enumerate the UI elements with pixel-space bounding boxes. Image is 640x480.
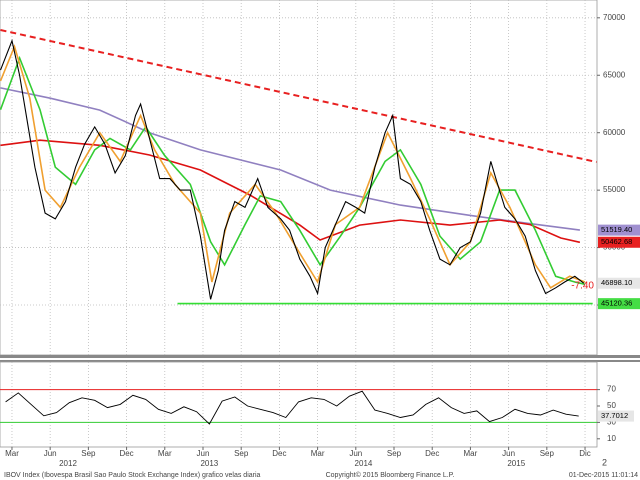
moving-average — [0, 139, 581, 244]
x-tick-label: Jun — [44, 449, 57, 458]
moving-average — [0, 55, 586, 286]
x-tick-label: Mar — [464, 449, 478, 458]
y-tick-label: 55000 — [603, 185, 626, 194]
x-tick-label: Dec — [119, 449, 133, 458]
footer-copyright: Copyright© 2015 Bloomberg Finance L.P. — [326, 471, 455, 479]
x-tick-label: Jun — [349, 449, 362, 458]
value-box-label: 50462.68 — [601, 237, 632, 246]
value-box — [598, 224, 640, 236]
moving-average — [0, 87, 581, 231]
value-box — [598, 298, 640, 310]
price-line — [0, 38, 585, 300]
x-tick-label: Sep — [540, 449, 555, 458]
x-tick-label: Mar — [158, 449, 172, 458]
year-label: 2012 — [59, 459, 77, 468]
value-box-label: 51519.40 — [601, 225, 632, 234]
trendline — [0, 29, 597, 163]
rsi-line — [5, 390, 579, 425]
x-tick-label: Sep — [387, 449, 402, 458]
x-tick-label: Dic — [579, 449, 591, 458]
year-label: 2015 — [507, 459, 525, 468]
y-tick-label: 70000 — [603, 13, 626, 22]
y-tick-label: 65000 — [603, 70, 626, 79]
rsi-tick-label: 70 — [607, 385, 616, 394]
footer-source: IBOV Index (Ibovespa Brasil Sao Paulo St… — [4, 472, 261, 479]
value-box-label: 45120.36 — [601, 299, 632, 308]
value-box — [598, 236, 640, 248]
x-tick-label: Sep — [81, 449, 96, 458]
x-tick-label: Jun — [502, 449, 515, 458]
value-box — [598, 410, 634, 422]
page-number: 2 — [602, 457, 607, 467]
rsi-tick-label: 50 — [607, 401, 616, 410]
x-tick-label: Jun — [197, 449, 210, 458]
year-label: 2014 — [355, 459, 373, 468]
x-tick-label: Sep — [234, 449, 249, 458]
x-tick-label: Mar — [311, 449, 325, 458]
x-tick-label: Dec — [272, 449, 286, 458]
y-tick-label: 60000 — [603, 128, 626, 137]
moving-average — [0, 44, 586, 289]
panel-separator — [0, 360, 640, 362]
rsi-tick-label: 10 — [607, 434, 616, 443]
value-box — [598, 277, 640, 289]
value-box-label: 46898.10 — [601, 278, 632, 287]
x-tick-label: Mar — [5, 449, 19, 458]
footer-timestamp: 01-Dec-2015 11:01:14 — [569, 472, 638, 479]
change-label: -7.40 — [571, 281, 594, 292]
rsi-tick-label: 30 — [607, 418, 616, 427]
rsi-value-label: 37.7012 — [601, 411, 628, 420]
panel-separator — [0, 355, 640, 358]
rsi-panel — [0, 361, 598, 448]
year-label: 2013 — [200, 459, 218, 468]
x-tick-label: Dec — [425, 449, 439, 458]
